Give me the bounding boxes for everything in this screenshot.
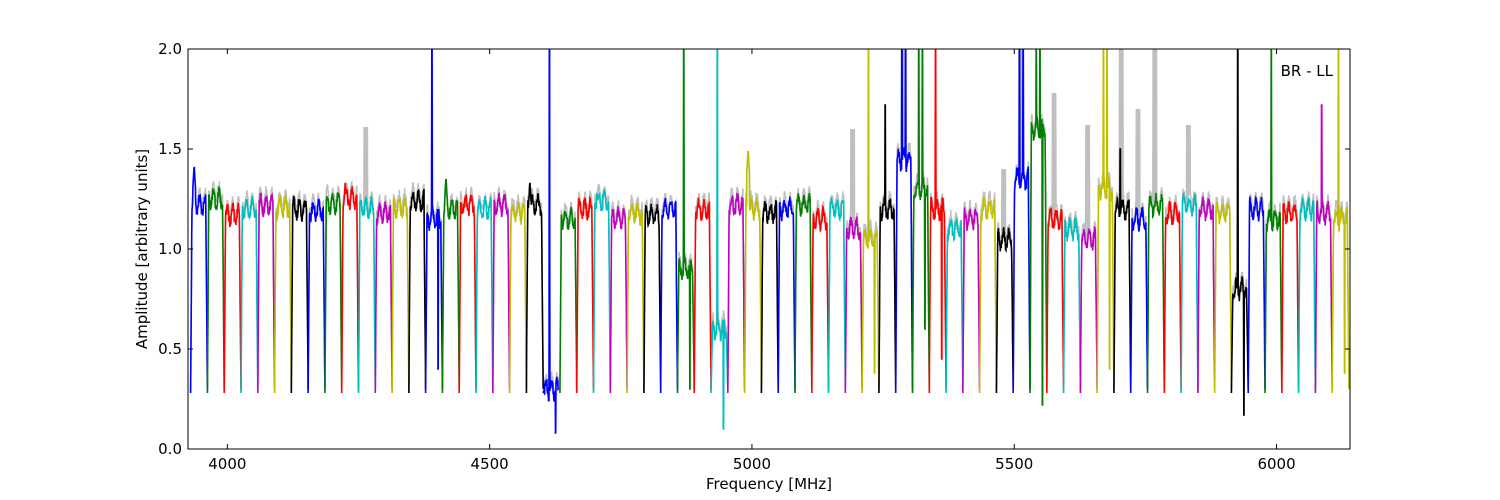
- series-line-segment: [844, 216, 863, 394]
- series-line-segment: [1113, 148, 1132, 394]
- series-line-segment: [643, 203, 662, 394]
- series-line-segment: [928, 49, 947, 394]
- series-line-segment: [1096, 49, 1115, 394]
- series-line-segment: [1314, 104, 1333, 394]
- series-line-segment: [273, 194, 293, 394]
- series-line-segment: [878, 104, 897, 394]
- background-trace-segment: [508, 193, 528, 394]
- series-line-segment: [1264, 49, 1283, 394]
- background-trace-segment: [827, 191, 847, 394]
- series-line-segment: [777, 196, 796, 394]
- y-tick-label: 0.0: [158, 440, 182, 458]
- series-line-segment: [240, 196, 259, 394]
- background-trace-segment: [811, 199, 830, 394]
- series-line-segment: [743, 150, 763, 394]
- series-line-segment: [626, 203, 645, 394]
- series-line-segment: [995, 227, 1014, 394]
- series-line-segment: [962, 207, 981, 394]
- series-line-segment: [559, 206, 578, 394]
- x-tick-label: 6000: [1257, 455, 1295, 473]
- series-line-segment: [324, 192, 343, 394]
- series-line-segment: [710, 49, 729, 430]
- series-line-segment: [1012, 49, 1031, 394]
- series-line-segment: [945, 216, 964, 394]
- background-trace-segment: [878, 190, 897, 394]
- series-line-segment: [609, 206, 628, 394]
- series-line-segment: [1281, 201, 1300, 394]
- series-line-segment: [861, 49, 880, 394]
- plot-annotation: BR - LL: [1281, 62, 1334, 80]
- series-line-segment: [1079, 226, 1098, 394]
- series-line-segment: [727, 192, 746, 394]
- series-line-segment: [1197, 196, 1216, 394]
- series-line-segment: [290, 195, 309, 394]
- series-line-segment: [760, 199, 779, 394]
- series-line-segment: [575, 195, 595, 394]
- series-line-segment: [911, 49, 931, 394]
- background-trace-segment: [894, 49, 914, 394]
- x-axis-label: Frequency [MHz]: [706, 475, 832, 493]
- series-line-segment: [340, 182, 360, 394]
- background-trace-segment: [609, 198, 628, 394]
- series-line-segment: [441, 178, 460, 394]
- series-line-segment: [1046, 207, 1065, 394]
- series-line-segment: [1146, 192, 1166, 394]
- series-line-segment: [1163, 200, 1182, 394]
- series-line-segment: [374, 201, 393, 394]
- background-trace-segment: [861, 218, 880, 394]
- series-line-segment: [1297, 196, 1317, 394]
- series-line-segment: [1213, 201, 1233, 394]
- series-line-segment: [357, 196, 377, 394]
- series-line-segment: [827, 197, 847, 394]
- series-line-segment: [811, 204, 830, 394]
- x-tick-label: 4500: [471, 455, 509, 473]
- y-tick-label: 1.5: [158, 140, 182, 158]
- series-line-segment: [189, 166, 209, 394]
- x-axis-ticks: 4000 4500 5000 5500 6000: [208, 49, 1296, 473]
- series-line-segment: [391, 196, 410, 394]
- series-line-segment: [458, 194, 477, 394]
- series-line-segment: [408, 188, 427, 394]
- series-line-segment: [794, 192, 813, 394]
- series-line-segment: [206, 186, 225, 394]
- series-line-segment: [475, 195, 494, 394]
- background-trace-segment: [643, 195, 662, 394]
- y-axis-ticks: 0.0 0.5 1.0 1.5 2.0: [158, 40, 1350, 458]
- series-line-segment: [592, 189, 612, 394]
- series-line-segment: [1062, 216, 1082, 394]
- series-line-segment: [894, 49, 914, 394]
- x-tick-label: 5000: [733, 455, 771, 473]
- series-line-segment: [424, 49, 444, 394]
- series-line-segment: [978, 195, 998, 394]
- y-tick-label: 0.5: [158, 340, 182, 358]
- series-line-segment: [1029, 49, 1048, 406]
- series-layer: [189, 49, 1350, 434]
- series-line-segment: [693, 197, 712, 394]
- series-line-segment: [676, 49, 695, 394]
- series-line-segment: [542, 49, 560, 434]
- series-line-segment: [1331, 49, 1350, 394]
- series-line-segment: [508, 201, 528, 394]
- series-line-segment: [257, 192, 276, 394]
- plot-background: [188, 49, 1350, 449]
- series-line-segment: [1180, 192, 1199, 394]
- y-tick-label: 2.0: [158, 40, 182, 58]
- y-axis-label: Amplitude [arbitrary units]: [133, 149, 151, 349]
- series-line-segment: [525, 182, 544, 394]
- series-line-segment: [307, 198, 326, 394]
- series-line-segment: [223, 202, 242, 394]
- x-tick-label: 4000: [208, 455, 246, 473]
- series-line-segment: [492, 192, 511, 394]
- series-line-segment: [659, 197, 679, 394]
- x-tick-label: 5500: [995, 455, 1033, 473]
- y-tick-label: 1.0: [158, 240, 182, 258]
- series-line-segment: [1129, 206, 1149, 394]
- background-trace-segment: [273, 189, 293, 394]
- background-trace-segment: [794, 186, 813, 394]
- series-line-segment: [1247, 194, 1266, 394]
- series-line-segment: [1230, 49, 1249, 416]
- background-trace-segment: [1213, 195, 1233, 394]
